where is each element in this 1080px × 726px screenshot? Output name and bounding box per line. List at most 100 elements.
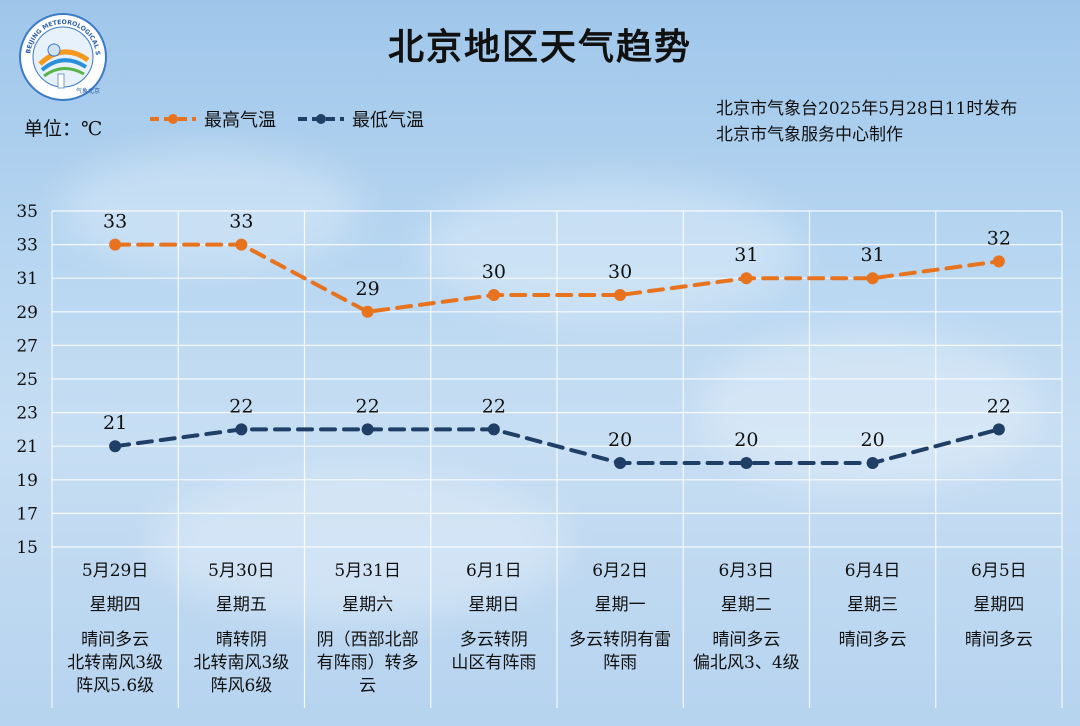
data-label: 20 (608, 429, 632, 451)
forecast-column: 5月31日星期六阴（西部北部 有阵雨）转多云 (305, 556, 431, 698)
data-label: 30 (482, 261, 506, 283)
forecast-column: 6月4日星期三晴间多云 (810, 556, 936, 652)
y-tick-label: 27 (16, 336, 38, 356)
data-point (109, 440, 122, 453)
data-point (235, 238, 248, 251)
legend-low-label: 最低气温 (352, 110, 424, 131)
forecast-weather-line: 北转南风3级 (193, 653, 290, 673)
y-tick-label: 19 (16, 471, 38, 491)
forecast-weather: 多云转阴 山区有阵雨 (431, 629, 557, 675)
forecast-weather: 晴转阴北转南风3级 阵风6级 (178, 629, 304, 698)
forecast-weekday: 星期六 (342, 595, 394, 615)
data-label: 22 (482, 395, 506, 417)
forecast-weather: 晴间多云 (936, 629, 1062, 652)
forecast-weekday: 星期三 (847, 595, 899, 615)
data-point (740, 272, 753, 285)
data-point (235, 423, 248, 436)
issuer-line-2: 北京市气象服务中心制作 (716, 125, 903, 145)
data-point (487, 289, 500, 301)
forecast-weather-line: 晴间多云 (81, 630, 150, 650)
forecast-column: 6月1日星期日多云转阴山区有阵雨 (431, 556, 557, 675)
legend-high-line-icon (150, 114, 196, 124)
data-label: 22 (987, 395, 1011, 417)
forecast-date: 6月4日 (844, 561, 901, 581)
forecast-weather-line: 山区有阵雨 (451, 653, 537, 673)
data-label: 22 (229, 395, 253, 417)
forecast-weekday: 星期四 (973, 595, 1025, 615)
legend-high-label: 最高气温 (204, 110, 276, 131)
y-tick-label: 33 (16, 236, 38, 256)
data-label: 21 (103, 412, 127, 434)
forecast-weekday: 星期二 (720, 595, 772, 615)
forecast-column: 6月5日星期四晴间多云 (936, 556, 1062, 652)
y-tick-label: 21 (16, 437, 38, 457)
data-label: 31 (734, 244, 758, 266)
forecast-date: 5月31日 (334, 561, 401, 581)
y-tick-label: 29 (16, 303, 38, 323)
weather-service-emblem-icon: BEIJING METEOROLOGICAL SERVICE 气象北京 (18, 12, 107, 101)
data-point (361, 305, 374, 318)
forecast-weather: 晴间多云 偏北风3、4级 (683, 629, 809, 675)
forecast-weekday: 星期日 (468, 595, 520, 615)
series-line-high (113, 242, 1001, 314)
background-cloud (60, 150, 360, 270)
legend-low: 最低气温 (296, 106, 424, 132)
forecast-date: 6月3日 (718, 561, 775, 581)
y-tick-label: 31 (16, 269, 38, 289)
data-point (361, 423, 374, 436)
forecast-weather: 晴间多云 (810, 629, 936, 652)
y-tick-label: 17 (16, 504, 38, 524)
y-tick-label: 25 (16, 370, 38, 390)
y-tick-label: 35 (16, 202, 38, 222)
y-tick-label: 15 (16, 538, 38, 558)
forecast-weather-line: 晴转阴 (215, 630, 267, 650)
forecast-weather: 阴（西部北部 有阵雨）转多云 (305, 629, 431, 698)
legend-high: 最高气温 (148, 106, 276, 132)
data-point (866, 457, 879, 469)
data-point (614, 457, 627, 469)
legend-low-line-icon (298, 114, 344, 124)
forecast-weekday: 星期五 (215, 595, 267, 615)
forecast-weather: 晴间多云北转南风3级 阵风5.6级 (52, 629, 178, 698)
forecast-date: 5月29日 (81, 561, 149, 581)
forecast-date: 5月30日 (208, 561, 275, 581)
data-point (866, 272, 879, 285)
data-label: 30 (608, 261, 632, 283)
forecast-date: 6月5日 (971, 561, 1027, 581)
data-label: 29 (356, 278, 380, 300)
data-point (109, 238, 122, 251)
forecast-date: 6月1日 (466, 561, 522, 581)
background-cloud (150, 470, 570, 620)
forecast-weather: 多云转阴有雷 阵雨 (557, 629, 683, 675)
forecast-weather-line: 阵雨 (603, 653, 638, 673)
forecast-column: 5月30日星期五晴转阴北转南风3级 阵风6级 (178, 556, 304, 698)
forecast-weather-line: 阴（西部北部 (316, 630, 419, 650)
data-point (992, 423, 1005, 436)
forecast-weekday: 星期一 (594, 595, 646, 615)
data-label: 20 (861, 429, 885, 451)
issuer-line-1: 北京市气象台2025年5月28日11时发布 (716, 99, 1018, 119)
forecast-weather-line: 北转南风3级 (67, 653, 164, 673)
series-line-low (113, 427, 1001, 465)
logo-cn-text: 气象北京 (76, 87, 100, 95)
forecast-weather-line: 晴间多云 (838, 630, 907, 650)
unit-label: 单位：℃ (24, 118, 103, 140)
forecast-column: 5月29日 星期四 晴间多云 北转南风3级 阵风5.6级 (52, 556, 178, 698)
data-label: 32 (987, 227, 1011, 249)
forecast-weather-line: 多云转阴 (459, 630, 528, 650)
forecast-weather-line: 有阵雨）转多 (316, 653, 419, 673)
page-title: 北京地区天气趋势 (387, 26, 692, 68)
forecast-column: 6月2日 星期一 多云转阴有雷 阵雨 (557, 556, 683, 675)
issuer-info: 北京市气象台2025年5月28日11时发布 北京市气象服务中心制作 (716, 96, 1017, 148)
forecast-weather-line: 阵风6级 (210, 676, 273, 696)
forecast-weather-line: 云 (359, 676, 377, 696)
data-point (487, 423, 500, 436)
data-point (614, 289, 627, 301)
data-label: 31 (861, 244, 885, 266)
forecast-weather-line: 多云转阴有雷 (569, 630, 672, 650)
forecast-weather-line: 阵风5.6级 (76, 676, 155, 696)
data-label: 22 (356, 395, 380, 417)
data-label: 20 (734, 429, 758, 451)
forecast-column: 6月3日星期二晴间多云 偏北风3、4级 (683, 556, 809, 675)
